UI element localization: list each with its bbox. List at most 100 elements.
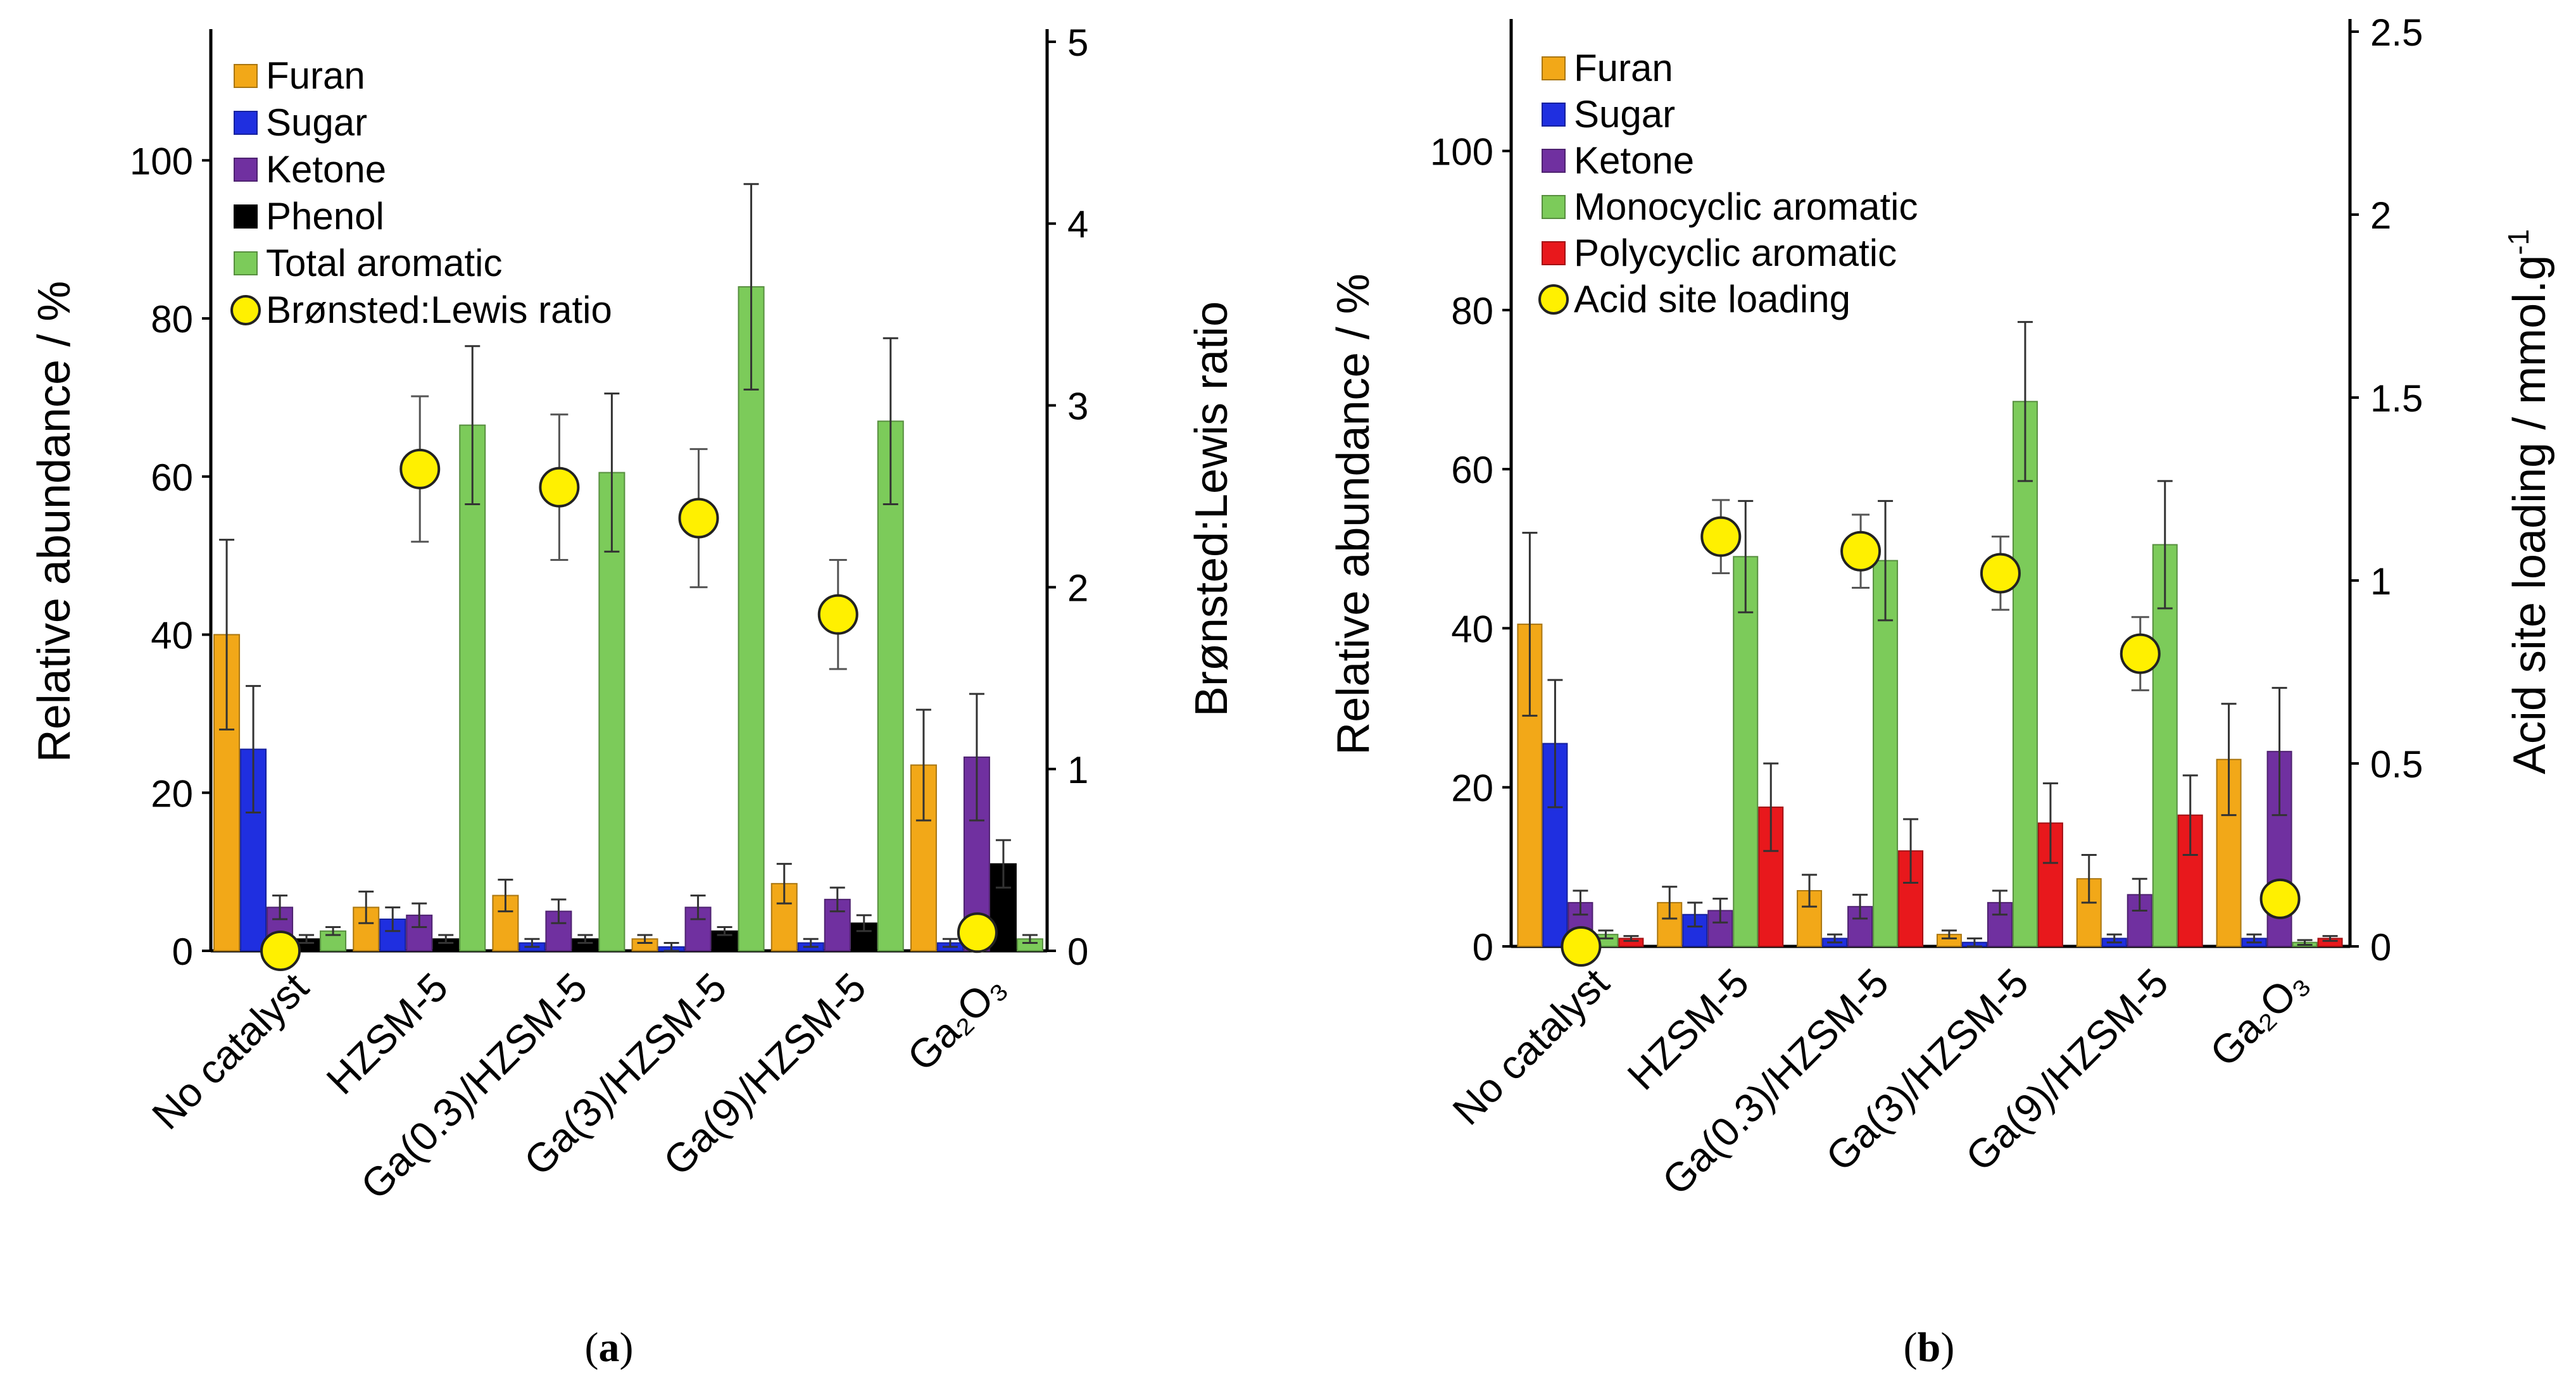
- panel-label-b-letter: b: [1918, 1324, 1941, 1371]
- chart-b-bar-polycyclic-aromatic: [2177, 774, 2203, 948]
- chart-a-point-br-nsted-lewis-ratio: [260, 931, 301, 971]
- chart-a-y2-tick-label: 5: [1067, 22, 1088, 64]
- chart-b-y-tick-label: 20: [1451, 767, 1493, 810]
- panel-a: 0 20 40 60 80 100 0 1 2 3 4 5 Relative abundance / %…: [29, 22, 1237, 1208]
- chart-a-bar-furan: [492, 879, 519, 952]
- chart-b-legend-label: Polycyclic aromatic: [1574, 232, 1897, 274]
- chart-a-legend-label: Phenol: [266, 195, 384, 237]
- chart-a-bar-phenol: [572, 934, 599, 951]
- chart-b-bar-ketone: [2127, 877, 2152, 947]
- chart-a-bar-sugar: [518, 938, 546, 952]
- chart-b-bar-fill: [2012, 401, 2038, 947]
- chart-b-point-acid-site-loading: [1561, 926, 1602, 967]
- chart-a-legend-swatch: [234, 64, 258, 88]
- chart-b-legend-item-acid-site-loading: Acid site loading: [1538, 278, 1850, 320]
- chart-b-y-tick-label: 0: [1473, 926, 1493, 969]
- chart-b-legend-item-monocyclic-aromatic: Monocyclic aromatic: [1542, 185, 1918, 228]
- chart-b-bar-sugar: [1822, 933, 1848, 948]
- chart-a-y2-tick-label: 0: [1067, 931, 1088, 973]
- chart-a-bar-sugar: [240, 685, 267, 952]
- chart-b-legend-item-sugar: Sugar: [1542, 93, 1675, 135]
- chart-a-bar-phenol: [850, 914, 877, 952]
- chart-a-bar-ketone: [963, 693, 990, 951]
- chart-b-bar-sugar: [1682, 901, 1708, 948]
- panel-b: 0 20 40 60 80 100 0 0.5 1 1.5 2 2.5 Relative abundan…: [1328, 11, 2555, 1203]
- chart-b-x-tick-label: Ga₂O₃: [2201, 960, 2316, 1075]
- chart-a-bar-phenol: [711, 926, 738, 951]
- chart-a-legend-swatch: [230, 295, 261, 325]
- chart-b-y-axis-label: Relative abundance / %: [1328, 273, 1379, 755]
- chart-a-y2-tick-label: 3: [1067, 385, 1088, 427]
- chart-b-legend-swatch: [1542, 195, 1566, 219]
- chart-a-legend-item-ketone: Ketone: [234, 148, 386, 191]
- chart-b-legend-label: Sugar: [1574, 93, 1675, 135]
- chart-a-bar-furan: [213, 539, 241, 951]
- chart-b-bar-monocyclic-aromatic: [2292, 939, 2318, 948]
- chart-b-bar-ketone: [1987, 889, 2013, 948]
- chart-b-y-tick-label: 40: [1451, 608, 1493, 650]
- chart-b-bar-furan: [1517, 532, 1543, 947]
- chart-a-y-tick-label: 80: [151, 298, 193, 341]
- chart-b-bar-sugar: [1542, 679, 1568, 947]
- chart-b-legend-item-furan: Furan: [1542, 47, 1673, 89]
- chart-a-bar-fill: [459, 424, 486, 951]
- chart-b-bar-sugar: [1961, 937, 1987, 948]
- chart-b-point-acid-site-loading: [1700, 516, 1742, 557]
- chart-a-y2-tick-label: 2: [1067, 567, 1088, 610]
- chart-b-bar-fill: [1542, 743, 1568, 947]
- chart-a-legend-swatch: [234, 158, 258, 182]
- chart-a-y-tick-label: 20: [151, 772, 193, 815]
- chart-a-legend-swatch: [234, 111, 258, 135]
- chart-b-point-acid-site-loading: [1980, 553, 2021, 594]
- chart-a-bar-total-aromatic: [877, 337, 904, 951]
- chart-a-bar-ketone: [824, 886, 851, 952]
- chart-b-legend-swatch: [1542, 241, 1566, 265]
- chart-a-bar-fill: [738, 286, 765, 951]
- chart-a-y-axis-label: Relative abundance / %: [29, 281, 80, 763]
- chart-a-point-br-nsted-lewis-ratio: [539, 467, 580, 508]
- chart-b-bar-monocyclic-aromatic: [2152, 480, 2178, 947]
- chart-b-legend-label: Acid site loading: [1574, 278, 1850, 320]
- chart-b-legend-item-polycyclic-aromatic: Polycyclic aromatic: [1542, 232, 1897, 274]
- chart-a-y-tick-label: 40: [151, 615, 193, 657]
- chart-a-y-tick-label: 0: [172, 931, 193, 973]
- panel-label-b: (b): [1904, 1324, 1955, 1371]
- chart-b-y2-tick-label: 1.5: [2370, 377, 2423, 420]
- chart-b-legend-swatch: [1542, 149, 1566, 173]
- chart-a-bar-total-aromatic: [1016, 934, 1043, 951]
- chart-a-legend-item-phenol: Phenol: [234, 195, 384, 237]
- chart-a-bar-ketone: [406, 902, 433, 952]
- chart-a-bar-sugar: [658, 942, 685, 952]
- chart-a-bar-total-aromatic: [459, 345, 486, 951]
- chart-a-legend-label: Sugar: [266, 101, 367, 144]
- chart-b-point-acid-site-loading: [2120, 633, 2161, 674]
- chart-b-bar-furan: [1936, 929, 1962, 948]
- chart-b-bar-fill: [2037, 822, 2063, 947]
- chart-a-bar-furan: [353, 890, 380, 952]
- chart-b-bar-furan: [2076, 854, 2102, 948]
- chart-b-y2-tick-label: 2.5: [2370, 11, 2423, 54]
- chart-a-point-br-nsted-lewis-ratio: [957, 912, 998, 953]
- chart-b-y2-axis-label: Acid site loading / mmol.g-1: [2502, 229, 2555, 774]
- chart-a-point-br-nsted-lewis-ratio: [399, 448, 441, 489]
- chart-b-bar-monocyclic-aromatic: [1733, 499, 1759, 947]
- chart-b-bar-furan: [2216, 703, 2242, 948]
- chart-b-point-acid-site-loading: [2259, 878, 2301, 919]
- chart-a-bar-total-aromatic: [738, 183, 765, 951]
- chart-b-legend-swatch: [1538, 284, 1569, 315]
- chart-a-y2-tick-label: 4: [1067, 203, 1088, 246]
- chart-b-bar-fill: [1733, 556, 1759, 947]
- chart-a-bar-total-aromatic: [598, 392, 625, 951]
- chart-a-bar-sugar: [936, 938, 964, 952]
- chart-a-y2-axis-label: Brønsted:Lewis ratio: [1186, 301, 1237, 717]
- chart-b-legend-label: Monocyclic aromatic: [1574, 185, 1918, 228]
- chart-a-bar-furan: [631, 934, 658, 951]
- panel-label-a-letter: a: [599, 1324, 620, 1371]
- chart-a-bar-ketone: [684, 894, 712, 952]
- chart-b-legend-label: Ketone: [1574, 139, 1694, 182]
- chart-a-bar-phenol: [432, 934, 460, 951]
- chart-a-legend-item-furan: Furan: [234, 54, 365, 97]
- chart-a-bar-sugar: [797, 938, 824, 952]
- chart-b-bar-polycyclic-aromatic: [2037, 782, 2063, 947]
